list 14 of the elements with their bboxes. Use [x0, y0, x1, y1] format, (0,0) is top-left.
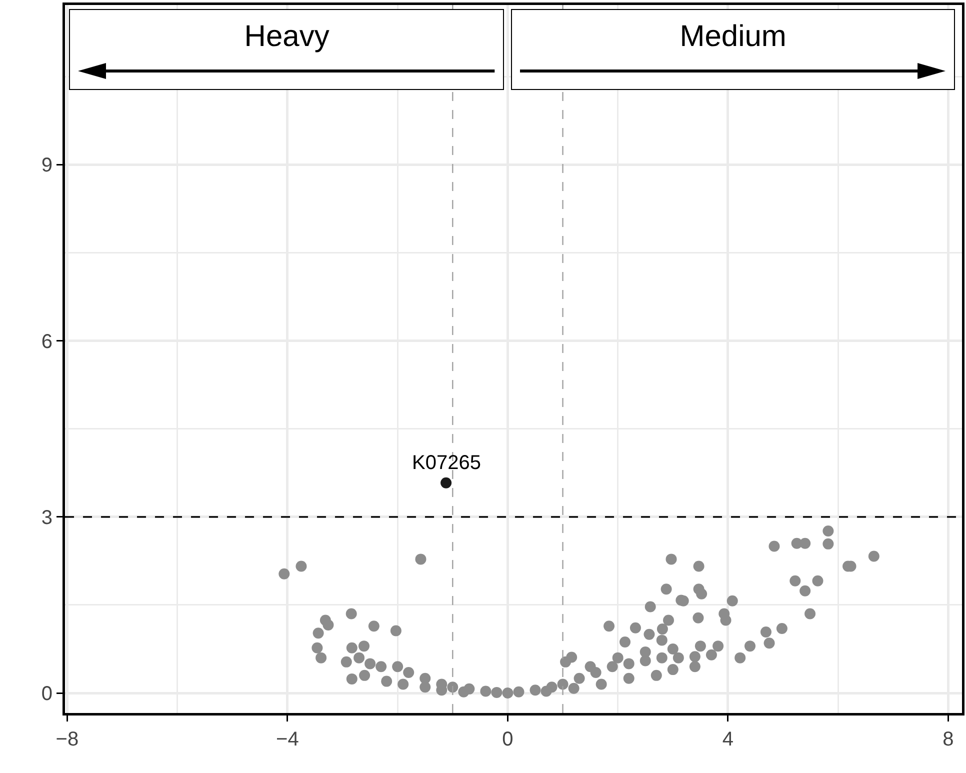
x-tick-label: −4	[276, 728, 299, 750]
annotation: Heavy	[243, 20, 330, 54]
y-tick-label: 9	[41, 154, 52, 177]
annotation: Medium	[678, 20, 788, 54]
y-tick-label: 0	[41, 683, 52, 706]
annotation: K07265	[412, 452, 481, 474]
y-tick-label: 6	[41, 330, 52, 353]
y-tick-label: 3	[41, 506, 52, 529]
x-tick-label: 4	[722, 728, 734, 750]
label-box: Heavy	[69, 9, 504, 90]
x-tick-label: −8	[56, 728, 79, 750]
label-box: Medium	[511, 9, 955, 90]
x-tick-label: 8	[942, 728, 954, 750]
x-tick-label: 0	[502, 728, 514, 750]
